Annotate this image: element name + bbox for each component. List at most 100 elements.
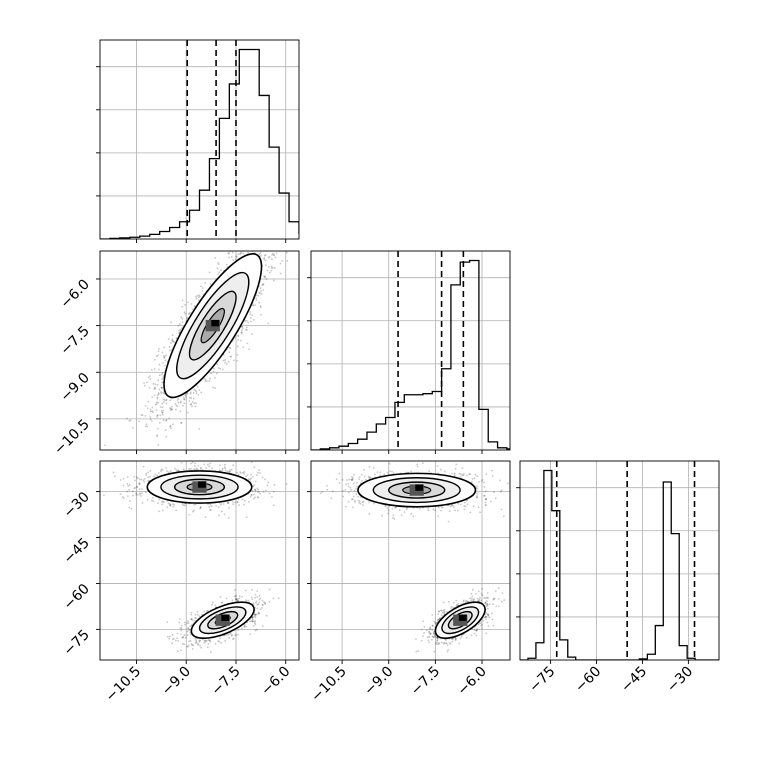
- scatter-point: [264, 218, 266, 220]
- scatter-point: [279, 262, 282, 265]
- scatter-point: [218, 469, 221, 472]
- scatter-point: [155, 409, 158, 412]
- scatter-point: [126, 476, 129, 478]
- scatter-point: [254, 613, 257, 616]
- scatter-point: [255, 299, 258, 302]
- scatter-point: [259, 597, 262, 600]
- scatter-point: [135, 493, 138, 496]
- scatter-point: [264, 275, 267, 278]
- scatter-point: [254, 629, 257, 632]
- scatter-point: [190, 397, 193, 400]
- scatter-point: [127, 484, 130, 487]
- scatter-point: [228, 252, 230, 255]
- scatter-point: [232, 503, 235, 506]
- scatter-point: [197, 464, 200, 467]
- scatter-point: [268, 246, 270, 248]
- scatter-point: [245, 328, 248, 331]
- scatter-point: [200, 391, 203, 394]
- scatter-point: [204, 281, 207, 284]
- scatter-point: [196, 610, 199, 613]
- scatter-point: [265, 264, 267, 267]
- scatter-point: [241, 327, 244, 330]
- scatter-point: [194, 642, 197, 645]
- scatter-point: [229, 470, 231, 473]
- scatter-point: [195, 297, 198, 300]
- scatter-point: [177, 401, 180, 404]
- scatter-point: [193, 388, 195, 391]
- scatter-point: [263, 254, 266, 257]
- scatter-point: [164, 429, 167, 431]
- scatter-point: [246, 246, 248, 248]
- scatter-point: [264, 227, 266, 229]
- scatter-point: [252, 475, 254, 478]
- scatter-point: [146, 425, 149, 428]
- scatter-point: [194, 638, 197, 640]
- scatter-point: [139, 492, 141, 495]
- scatter-point: [184, 394, 187, 397]
- scatter-point: [174, 402, 177, 405]
- scatter-point: [262, 491, 265, 493]
- scatter-point: [242, 252, 244, 255]
- scatter-point: [153, 358, 156, 361]
- scatter-point: [186, 645, 189, 648]
- scatter-point: [245, 599, 247, 602]
- scatter-point: [175, 408, 177, 411]
- scatter-point: [169, 503, 171, 505]
- scatter-point: [241, 325, 243, 328]
- scatter-point: [177, 650, 179, 653]
- scatter-point: [260, 240, 262, 242]
- scatter-point: [230, 256, 233, 258]
- scatter-point: [202, 638, 204, 641]
- scatter-point: [228, 246, 230, 248]
- scatter-point: [162, 500, 164, 503]
- scatter-point: [280, 243, 282, 245]
- scatter-point: [257, 612, 260, 615]
- scatter-point: [158, 388, 161, 391]
- scatter-point: [191, 401, 194, 403]
- scatter-point: [156, 416, 158, 418]
- scatter-point: [145, 423, 148, 426]
- scatter-point: [206, 380, 208, 383]
- scatter-point: [228, 470, 231, 473]
- scatter-point: [259, 292, 262, 295]
- scatter-point: [154, 387, 157, 390]
- scatter-point: [214, 643, 217, 645]
- scatter-point: [271, 258, 273, 261]
- scatter-point: [204, 380, 207, 382]
- scatter-point: [130, 507, 133, 510]
- scatter-point: [254, 594, 257, 596]
- scatter-point: [246, 342, 249, 345]
- scatter-point: [162, 501, 165, 504]
- scatter-point: [255, 244, 257, 246]
- scatter-point: [210, 505, 213, 508]
- scatter-point: [217, 273, 219, 276]
- scatter-point: [256, 487, 259, 490]
- scatter-point: [251, 304, 254, 306]
- scatter-point: [255, 297, 258, 300]
- scatter-point: [262, 283, 265, 286]
- scatter-point: [161, 402, 164, 405]
- scatter-point: [151, 410, 154, 413]
- scatter-point: [207, 643, 210, 645]
- scatter-point: [270, 267, 273, 270]
- scatter-point: [233, 595, 236, 598]
- scatter-point: [155, 403, 158, 405]
- scatter-point: [160, 470, 162, 473]
- scatter-point: [254, 489, 257, 492]
- scatter-point: [240, 627, 243, 630]
- scatter-point: [249, 311, 252, 313]
- scatter-point: [167, 502, 170, 505]
- scatter-point: [186, 630, 189, 633]
- scatter-point: [193, 305, 196, 307]
- scatter-point: [136, 493, 139, 496]
- scatter-point: [230, 355, 233, 358]
- scatter-point: [229, 355, 232, 358]
- scatter-point: [178, 323, 181, 326]
- scatter-point: [188, 644, 191, 647]
- scatter-point: [126, 490, 129, 493]
- scatter-point: [161, 501, 163, 503]
- scatter-point: [249, 478, 252, 481]
- scatter-point: [168, 349, 171, 352]
- scatter-point: [157, 392, 160, 394]
- scatter-point: [160, 373, 163, 376]
